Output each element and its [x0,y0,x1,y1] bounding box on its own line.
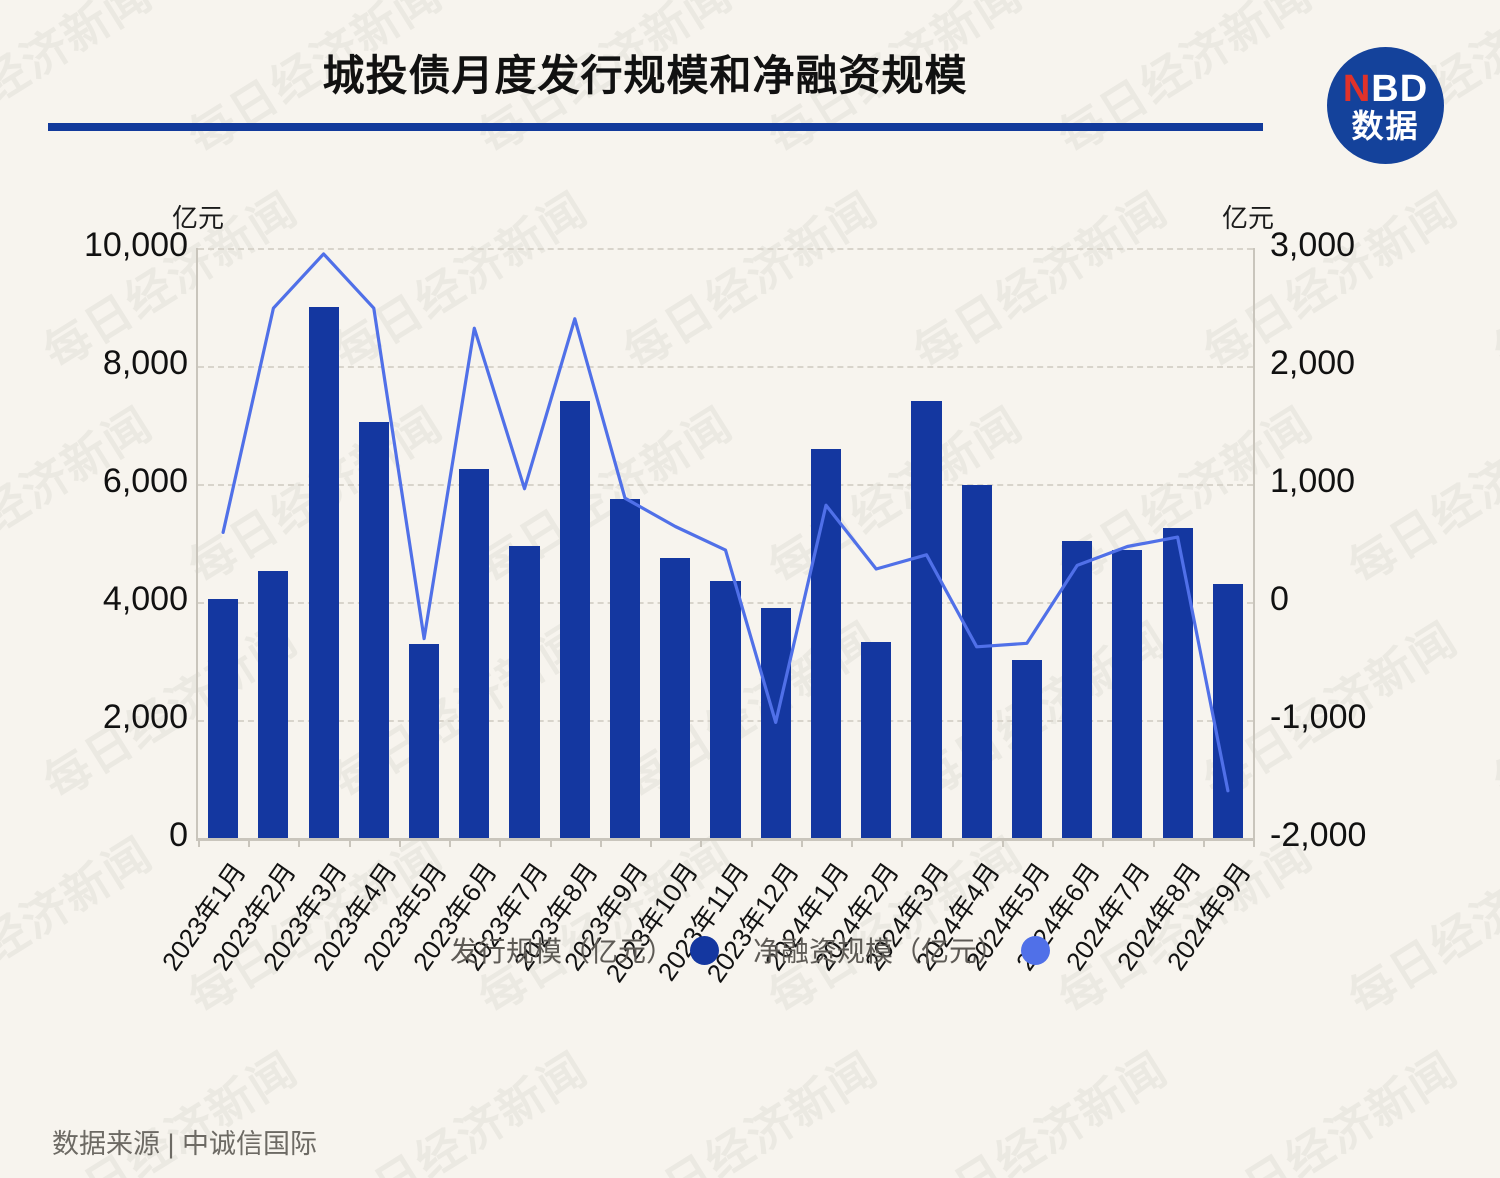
bar [861,642,892,838]
nbd-logo-letters: NBD [1343,70,1428,108]
right-axis-tick-label: 0 [1270,580,1289,618]
tick-mark [1102,838,1105,847]
net-financing-line [221,252,1230,793]
right-axis-unit: 亿元 [1222,203,1275,233]
nbd-logo-n: N [1342,67,1372,110]
bar [409,644,440,838]
tick-mark [248,838,251,847]
legend-swatch [1021,935,1051,965]
legend-label: 净融资规模（亿元） [753,936,1006,967]
left-axis-tick-label: 4,000 [102,580,188,618]
bar [961,485,992,838]
tick-mark [1152,838,1155,847]
bar [1062,541,1093,838]
left-axis-unit: 亿元 [172,203,225,233]
legend-label: 发行规模（亿元） [449,936,674,967]
tick-mark [951,838,954,847]
gridline [198,366,1253,368]
nbd-logo-bd: BD [1371,67,1429,110]
tick-mark [449,838,452,847]
bar [208,599,239,838]
right-axis-tick-label: 3,000 [1270,226,1356,264]
tick-mark [800,838,803,847]
nbd-logo-subtext: 数据 [1351,107,1420,144]
tick-mark [851,838,854,847]
gridline [198,484,1253,486]
bar [810,448,842,838]
right-axis-tick-label: 1,000 [1270,462,1356,500]
tick-mark [1253,838,1255,847]
bar [660,557,691,838]
bar [911,401,942,838]
bar [459,469,490,838]
tick-mark [499,838,502,847]
left-axis-tick-label: 8,000 [102,344,188,382]
bar [358,422,389,838]
tick-mark [398,838,401,847]
right-axis-tick-label: -1,000 [1270,698,1367,736]
tick-mark [700,838,703,847]
gridline [198,248,1253,250]
bar [609,498,641,838]
legend-swatch [690,935,719,965]
tick-mark [901,838,904,847]
bar [308,307,339,838]
tick-mark [1052,838,1055,847]
legend-item[interactable]: 净融资规模（亿元） [753,930,1051,970]
bar [1112,550,1143,838]
bar [509,545,540,838]
left-axis-tick-label: 10,000 [84,226,188,264]
right-axis-line [1253,248,1255,838]
tick-mark [298,838,301,847]
left-axis-tick-label: 6,000 [102,462,188,500]
tick-mark [1001,838,1004,847]
bar [559,401,590,838]
left-axis-line [196,248,198,838]
tick-mark [549,838,552,847]
bar [1212,584,1243,838]
tick-mark [348,838,351,847]
plot-area [196,248,1255,847]
bar [710,581,741,838]
line-series [221,252,1230,793]
tick-mark [650,838,653,847]
tick-mark [198,838,200,847]
data-source-note: 数据来源 | 中诚信国际 [52,1129,318,1159]
chart-container: 亿元 亿元 10,000 8,000 6,000 4,000 2,000 0 3,000 2… [0,150,1500,1178]
nbd-logo: NBD 数据 [1327,47,1444,164]
left-axis-tick-label: 0 [169,816,188,854]
chart-legend: 发行规模（亿元） 净融资规模（亿元） [0,930,1500,970]
tick-mark [599,838,602,847]
right-axis-tick-label: 2,000 [1270,344,1356,382]
title-divider [48,123,1263,131]
chart-header: 城投债月度发行规模和净融资规模 NBD 数据 [0,0,1500,164]
page-title: 城投债月度发行规模和净融资规模 [322,52,968,99]
right-axis-tick-label: -2,000 [1270,816,1367,854]
legend-item[interactable]: 发行规模（亿元） [450,930,719,970]
left-axis-tick-label: 2,000 [102,698,188,736]
bar [1011,659,1042,838]
tick-mark [750,838,753,847]
bar [258,570,289,838]
category-axis-line [196,838,1255,841]
tick-mark [1202,838,1205,847]
